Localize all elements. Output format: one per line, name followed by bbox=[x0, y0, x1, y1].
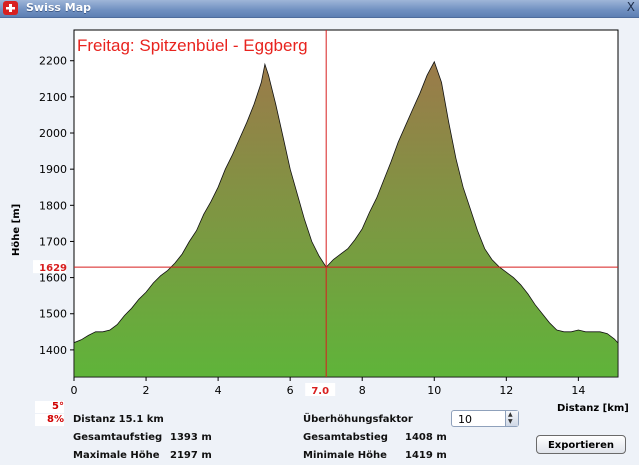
y-tick-label: 2000 bbox=[39, 127, 67, 140]
min-elevation-label: Minimale Höhe bbox=[303, 450, 387, 461]
max-elevation-label: Maximale Höhe bbox=[73, 450, 160, 461]
y-tick-label: 2100 bbox=[39, 91, 67, 104]
exaggeration-factor-label: Überhöhungsfaktor bbox=[303, 414, 413, 425]
exaggeration-factor-spinner[interactable]: 10 ▲ ▼ bbox=[451, 410, 519, 427]
elevation-profile-area bbox=[73, 60, 619, 378]
y-tick-label: 1800 bbox=[39, 199, 67, 212]
exaggeration-factor-value: 10 bbox=[458, 413, 472, 426]
slope-degree-badge: 5° bbox=[35, 401, 64, 413]
swiss-map-app-icon bbox=[3, 1, 18, 15]
x-tick-label: 8 bbox=[359, 384, 366, 397]
elevation-chart[interactable]: 1400150016001700180019002000210022001629… bbox=[0, 18, 639, 416]
x-tick-label: 6 bbox=[287, 384, 294, 397]
export-button[interactable]: Exportieren bbox=[536, 435, 626, 454]
chart-title: Freitag: Spitzenbüel - Eggberg bbox=[77, 36, 308, 55]
descent-value: 1408 m bbox=[405, 432, 447, 443]
min-elevation-value: 1419 m bbox=[405, 450, 447, 461]
y-tick-label: 1600 bbox=[39, 272, 67, 285]
x-tick-label: 10 bbox=[427, 384, 441, 397]
x-axis-title: Distanz [km] bbox=[557, 403, 629, 414]
cursor-x-label-box bbox=[305, 383, 336, 396]
y-tick-label: 1400 bbox=[39, 344, 67, 357]
distance-stat: Distanz 15.1 km bbox=[73, 414, 164, 425]
y-tick-label: 2200 bbox=[39, 55, 67, 68]
x-tick-label: 12 bbox=[499, 384, 513, 397]
y-tick-label: 1900 bbox=[39, 163, 67, 176]
max-elevation-value: 2197 m bbox=[170, 450, 212, 461]
cursor-x-label: 7.0 bbox=[311, 386, 329, 397]
window-title: Swiss Map bbox=[26, 1, 92, 14]
spin-up-icon[interactable]: ▲ bbox=[508, 411, 513, 418]
spin-down-icon[interactable]: ▼ bbox=[508, 418, 513, 425]
cursor-y-label-box bbox=[33, 260, 66, 274]
y-tick-label: 1700 bbox=[39, 235, 67, 248]
slope-percent-badge: 8% bbox=[35, 414, 64, 426]
x-tick-label: 14 bbox=[571, 384, 585, 397]
close-icon[interactable]: X bbox=[626, 0, 635, 14]
descent-label: Gesamtabstieg bbox=[303, 432, 388, 443]
spinner-arrows[interactable]: ▲ ▼ bbox=[505, 411, 518, 426]
y-axis-title: Höhe [m] bbox=[11, 204, 22, 256]
cursor-y-label: 1629 bbox=[39, 263, 67, 274]
ascent-value: 1393 m bbox=[170, 432, 212, 443]
ascent-label: Gesamtaufstieg bbox=[73, 432, 163, 443]
window-content: 1400 1500 1600 1700 1800 1900 2000 2100 2200 1629… bbox=[0, 18, 639, 465]
y-tick-label: 1500 bbox=[39, 308, 67, 321]
x-tick-label: 2 bbox=[143, 384, 150, 397]
x-tick-label: 0 bbox=[71, 384, 78, 397]
x-tick-label: 4 bbox=[215, 384, 222, 397]
window-title-bar[interactable]: Swiss Map X bbox=[0, 0, 639, 18]
